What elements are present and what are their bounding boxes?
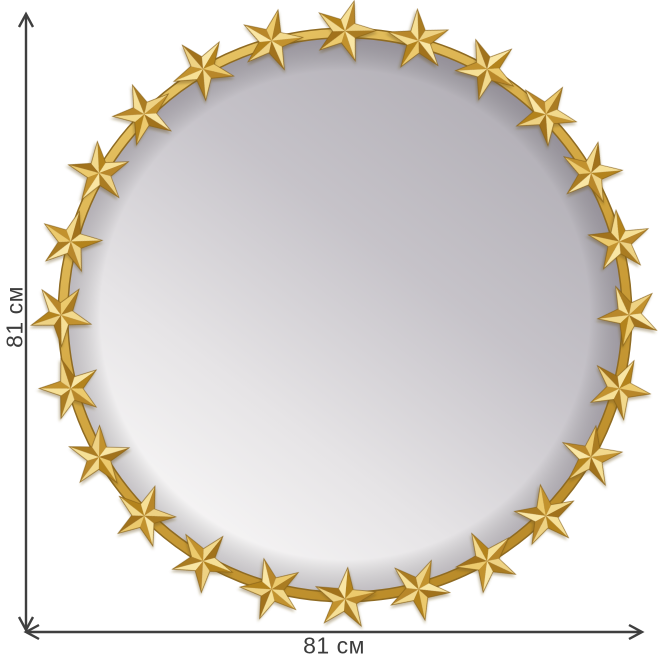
- star-ornament: [238, 557, 300, 620]
- star-ornament: [172, 40, 235, 102]
- width-dimension-label: 81 см: [303, 632, 365, 659]
- star-ornament: [30, 288, 93, 348]
- star-ornament: [387, 7, 450, 68]
- height-arrowhead-bottom-icon: [17, 616, 35, 633]
- star-ornament: [454, 38, 515, 101]
- star-ornament: [562, 141, 624, 204]
- width-arrowhead-right-icon: [628, 623, 645, 641]
- star-ornament: [515, 86, 578, 147]
- star-ornament: [390, 559, 452, 622]
- star-ornament: [243, 8, 305, 71]
- star-ornament: [513, 483, 575, 546]
- star-ornaments-group: [30, 0, 658, 628]
- star-ornament: [117, 485, 177, 548]
- star-ornament: [589, 359, 652, 421]
- star-ornament: [171, 533, 234, 594]
- star-ornament: [67, 140, 130, 201]
- star-ornament: [561, 424, 624, 487]
- height-arrowhead-top-icon: [17, 11, 35, 28]
- star-ornament: [318, 0, 378, 62]
- dimension-arrows: [17, 11, 645, 641]
- star-ornament: [43, 210, 104, 273]
- star-ornament: [596, 285, 658, 348]
- star-ornament: [587, 208, 650, 270]
- star-ornament: [68, 424, 131, 484]
- star-ornament: [111, 83, 172, 146]
- mirror-glass-vignette: [67, 37, 623, 593]
- star-ornament: [454, 532, 517, 594]
- height-dimension-label: 81 см: [1, 286, 28, 348]
- width-arrowhead-left-icon: [23, 623, 40, 641]
- star-ornament: [314, 566, 377, 628]
- star-ornament: [37, 357, 98, 420]
